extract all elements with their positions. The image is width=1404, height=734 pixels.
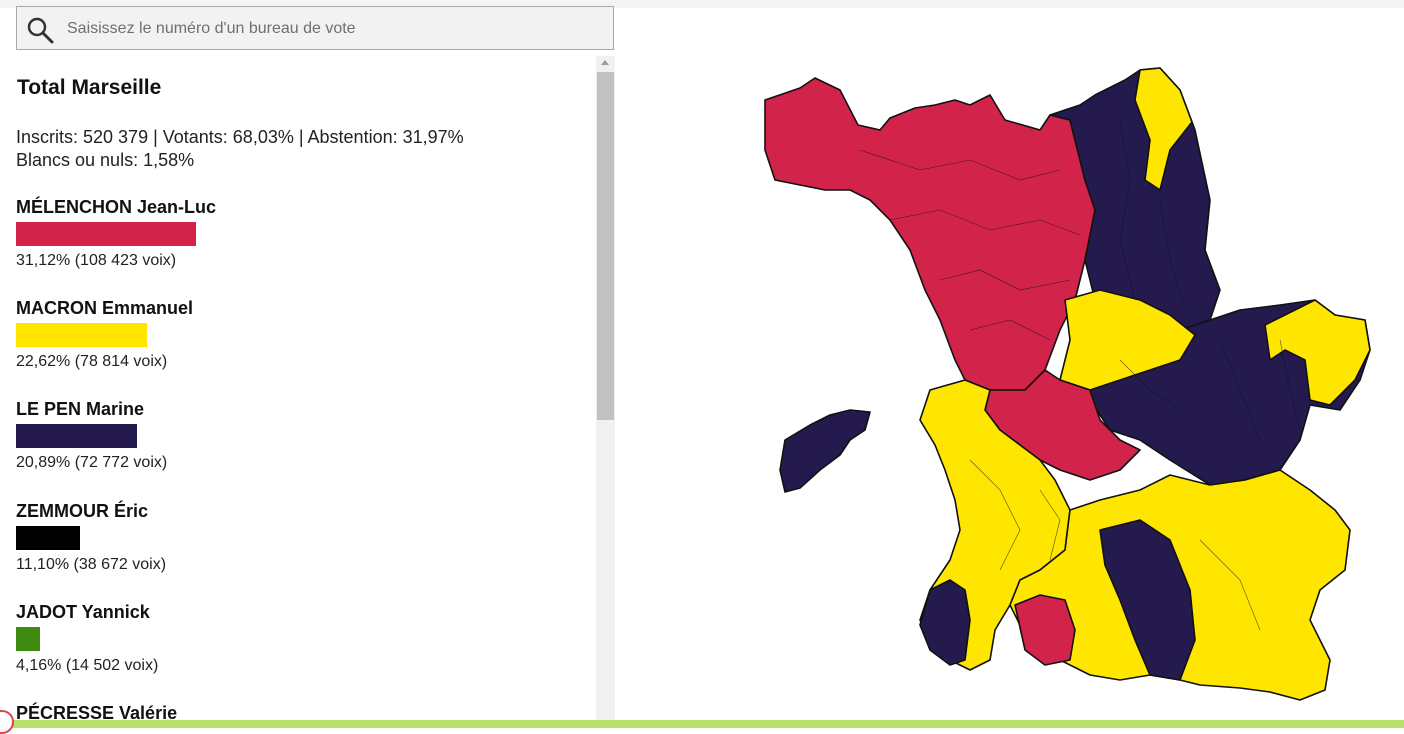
top-strip <box>0 0 1404 8</box>
result-bar <box>16 627 41 651</box>
marseille-results-map[interactable] <box>740 60 1390 710</box>
bottom-bar <box>0 720 1404 728</box>
map-zone-south-red[interactable] <box>1014 594 1076 666</box>
search-box[interactable] <box>16 6 614 50</box>
candidate-name: LE PEN Marine <box>16 399 145 419</box>
candidate-name: MACRON Emmanuel <box>16 298 194 318</box>
candidate-macron: MACRON Emmanuel 22,62% (78 814 voix) <box>16 297 193 371</box>
results-panel: Total Marseille Inscrits: 520 379 | Vota… <box>0 56 596 720</box>
candidate-pecresse: PÉCRESSE Valérie <box>16 702 177 720</box>
candidate-result: 20,89% (72 772 voix) <box>16 454 168 471</box>
map-zone-islands[interactable] <box>779 409 871 493</box>
candidate-melenchon: MÉLENCHON Jean-Luc 31,12% (108 423 voix) <box>16 196 216 270</box>
candidate-result: 31,12% (108 423 voix) <box>16 252 177 269</box>
scrollbar-thumb[interactable] <box>597 72 614 420</box>
map-zone-north-east-strip[interactable] <box>1134 67 1193 191</box>
candidate-name: JADOT Yannick <box>16 602 150 622</box>
candidate-zemmour: ZEMMOUR Éric 11,10% (38 672 voix) <box>16 500 166 574</box>
turnout-stats: Inscrits: 520 379 | Votants: 68,03% | Ab… <box>16 126 464 172</box>
scroll-up-icon[interactable] <box>601 60 609 65</box>
result-bar <box>16 526 81 550</box>
map-zone-south-west-purple[interactable] <box>919 579 971 666</box>
candidate-name: MÉLENCHON Jean-Luc <box>16 197 217 217</box>
result-bar <box>16 222 196 246</box>
map-zone-central-yellow[interactable] <box>1059 289 1196 391</box>
result-bar <box>16 424 137 448</box>
candidate-result: 11,10% (38 672 voix) <box>16 556 167 573</box>
candidate-name: PÉCRESSE Valérie <box>16 703 178 720</box>
turnout-line: Inscrits: 520 379 | Votants: 68,03% | Ab… <box>16 127 464 147</box>
candidate-lepen: LE PEN Marine 20,89% (72 772 voix) <box>16 398 167 472</box>
candidate-jadot: JADOT Yannick 4,16% (14 502 voix) <box>16 601 158 675</box>
candidate-result: 22,62% (78 814 voix) <box>16 353 168 370</box>
scrollbar[interactable] <box>596 56 615 720</box>
candidate-result: 4,16% (14 502 voix) <box>16 657 159 674</box>
result-bar <box>16 323 147 347</box>
search-input[interactable] <box>65 13 609 45</box>
page-title: Total Marseille <box>17 76 162 99</box>
blank-votes-line: Blancs ou nuls: 1,58% <box>16 150 195 170</box>
map-zone-east-yellow[interactable] <box>1264 299 1371 406</box>
map-zone-south-purple[interactable] <box>1099 519 1196 681</box>
map-zone-north-west[interactable] <box>764 77 1096 391</box>
search-icon <box>27 17 54 44</box>
candidate-name: ZEMMOUR Éric <box>16 501 149 521</box>
